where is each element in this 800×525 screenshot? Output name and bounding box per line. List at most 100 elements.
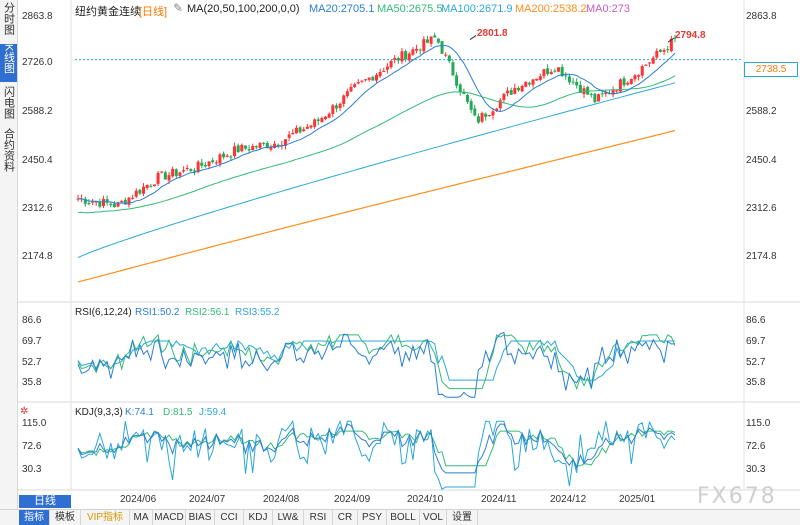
rsi-tick-left: 69.7 <box>22 336 42 347</box>
tab-cci[interactable]: CCI <box>215 510 244 525</box>
price-tick-left: 2726.0 <box>22 57 53 68</box>
candle-body <box>571 81 575 83</box>
rsi-tick-left: 35.8 <box>22 377 42 388</box>
sidebar-tab-label: 合约资料 <box>2 128 15 172</box>
candle-body <box>629 79 633 84</box>
candle-body <box>655 50 659 58</box>
candle-body <box>542 69 546 77</box>
tab-indicators[interactable]: 指标 <box>19 510 50 525</box>
candle-body <box>287 134 291 138</box>
candle-body <box>396 58 400 61</box>
kline-chart[interactable] <box>0 0 800 509</box>
period-selector[interactable]: 日线 <box>19 495 71 508</box>
sidebar-tab-kline[interactable]: K线图 <box>0 44 17 82</box>
tab-lw[interactable]: LW& <box>273 510 304 525</box>
candle-body <box>98 201 102 207</box>
indicator-toolbar: 指标 模板 VIP指标 MA MACD BIAS CCI KDJ LW& RSI… <box>0 509 800 525</box>
candle-body <box>87 202 91 204</box>
price-tick-left: 2174.8 <box>22 251 53 262</box>
candle-body <box>648 62 652 64</box>
kdj-tick: 115.0 <box>746 418 771 429</box>
candle-body <box>476 116 480 123</box>
candle-body <box>404 51 408 60</box>
candle-body <box>669 38 673 52</box>
rsi-tick: 52.7 <box>746 357 766 368</box>
candle-body <box>429 36 433 44</box>
candle-body <box>120 201 124 203</box>
tab-boll[interactable]: BOLL <box>387 510 420 525</box>
candle-body <box>156 172 160 184</box>
tab-bias[interactable]: BIAS <box>186 510 215 525</box>
candle-body <box>313 119 317 127</box>
candle-body <box>214 162 218 164</box>
tab-cr[interactable]: CR <box>333 510 358 525</box>
candle-body <box>458 84 462 93</box>
candle-body <box>469 101 473 110</box>
tab-settings[interactable]: 设置 <box>447 510 478 525</box>
candle-body <box>269 146 273 150</box>
price-tick-left: 2863.8 <box>22 11 53 22</box>
candle-body <box>211 160 215 163</box>
candle-body <box>83 198 87 204</box>
candle-body <box>495 108 499 111</box>
watermark-logo: FX678 <box>697 484 777 509</box>
tab-templates[interactable]: 模板 <box>50 510 81 525</box>
candle-body <box>487 114 491 116</box>
candle-body <box>644 64 648 66</box>
candle-body <box>233 146 237 157</box>
candle-body <box>305 126 309 129</box>
candle-body <box>178 172 182 176</box>
candle-body <box>633 75 637 80</box>
candle-body <box>342 95 346 104</box>
candle-body <box>560 66 564 77</box>
rsi-tick: 86.6 <box>746 315 766 326</box>
candle-body <box>425 39 429 43</box>
candle-body <box>367 77 371 80</box>
high-marker-1 <box>469 35 477 41</box>
ma200-value: MA200:2538.2 <box>515 3 587 15</box>
candle-body <box>160 171 164 173</box>
tab-psy[interactable]: PSY <box>358 510 387 525</box>
candle-body <box>105 199 109 203</box>
ma200-line <box>77 130 676 283</box>
candle-body <box>509 90 513 95</box>
tab-ma[interactable]: MA <box>130 510 153 525</box>
candle-body <box>564 75 568 77</box>
tab-macd[interactable]: MACD <box>153 510 186 525</box>
candle-body <box>400 51 404 62</box>
candle-body <box>196 161 200 172</box>
period-label: [日线] <box>139 6 168 18</box>
rsi-tick: 69.7 <box>746 336 766 347</box>
candle-body <box>338 103 342 108</box>
kdj-tick-left: 72.6 <box>22 441 42 452</box>
time-tick: 2024/09 <box>334 494 371 505</box>
candle-body <box>76 198 80 200</box>
tab-rsi[interactable]: RSI <box>304 510 333 525</box>
last-price-badge: 2738.5 <box>744 62 798 77</box>
candle-body <box>651 57 655 64</box>
candle-body <box>109 203 113 206</box>
sidebar-tab-label: K线图 <box>2 44 15 74</box>
sidebar-tab-contract-info[interactable]: 合约资料 <box>0 128 17 178</box>
edit-icon[interactable]: ✎ <box>173 1 184 15</box>
candle-body <box>433 35 437 38</box>
candle-body <box>622 78 626 86</box>
tab-vol[interactable]: VOL <box>420 510 447 525</box>
sidebar-tab-flash[interactable]: 闪电图 <box>0 86 17 124</box>
candle-body <box>207 161 211 167</box>
sidebar-tab-time-share[interactable]: 分时图 <box>0 2 17 40</box>
candle-body <box>225 155 229 157</box>
tab-vip-indicators[interactable]: VIP指标 <box>81 510 130 525</box>
candle-body <box>229 156 233 158</box>
kdj-settings-icon[interactable]: ✲ <box>20 406 29 417</box>
sidebar: 分时图 K线图 闪电图 合约资料 <box>0 0 18 524</box>
tab-kdj[interactable]: KDJ <box>244 510 273 525</box>
high-label-1: 2801.8 <box>477 28 508 39</box>
kdj-k-line <box>77 423 676 474</box>
candle-body <box>389 60 393 68</box>
candle-body <box>535 78 539 81</box>
candle-body <box>138 189 142 194</box>
candle-body <box>327 113 331 118</box>
candle-body <box>149 185 153 187</box>
candle-body <box>378 71 382 77</box>
